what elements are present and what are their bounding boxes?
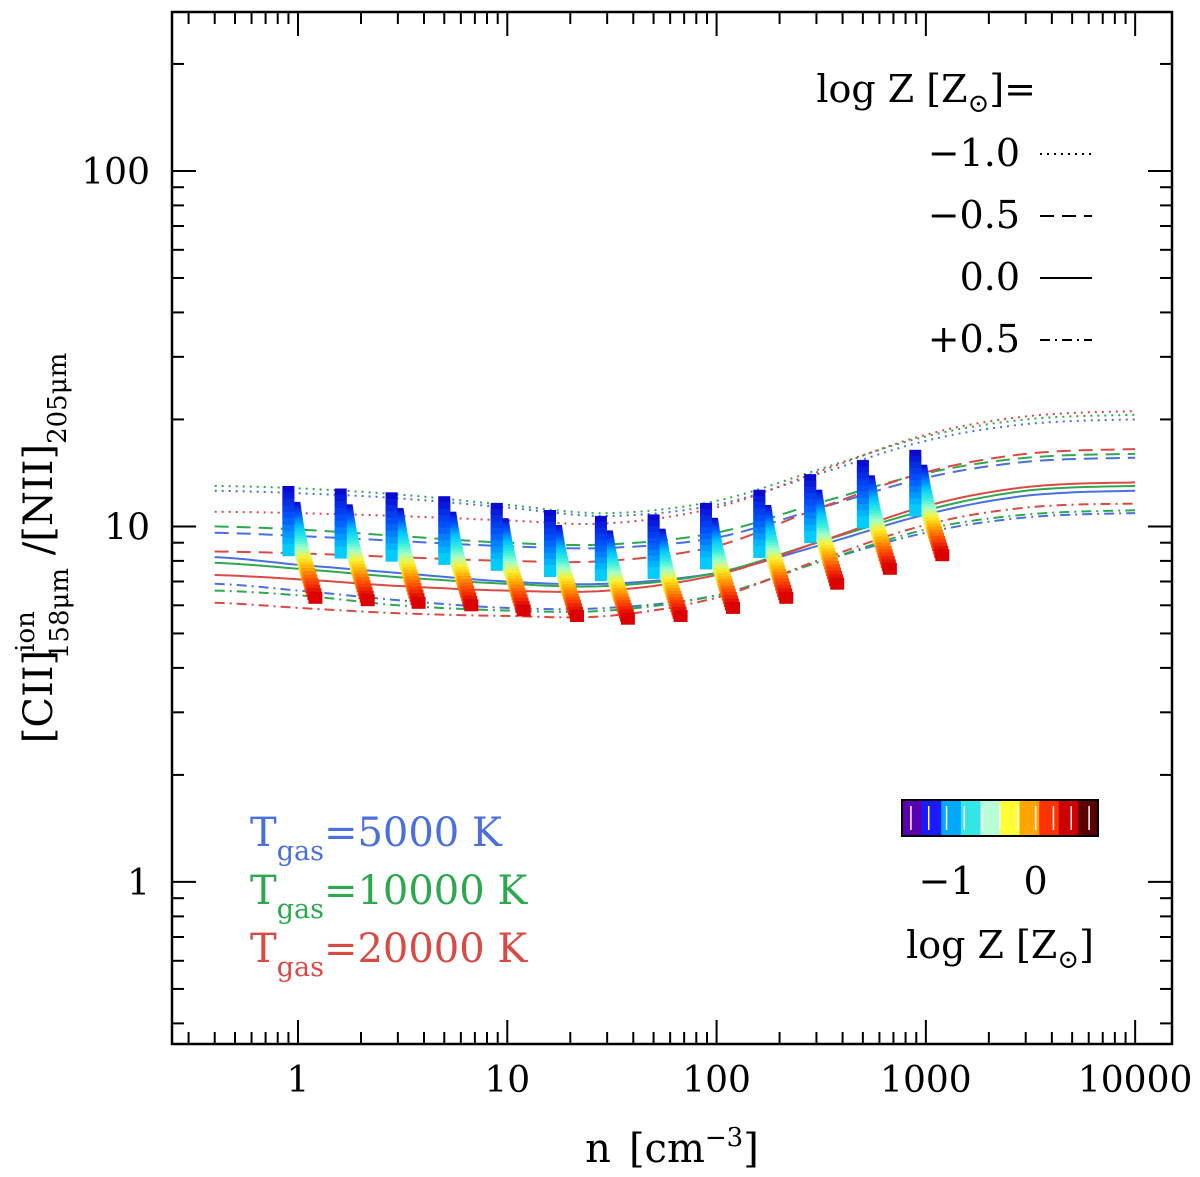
marker-point: [464, 599, 479, 612]
colorbar-cell: [1058, 800, 1079, 836]
x-tick-label: 1: [287, 1060, 310, 1101]
marker-point: [544, 565, 556, 577]
marker-point: [700, 557, 712, 570]
marker-point: [308, 591, 323, 604]
marker-point: [282, 544, 295, 557]
marker-point: [804, 531, 817, 544]
x-tick-label: 1000: [880, 1060, 972, 1101]
temperature-legend-entry: Tgas=10000 K: [250, 868, 528, 925]
marker-group-2: [334, 488, 375, 607]
marker-group-8: [647, 514, 688, 622]
marker-point: [385, 505, 398, 518]
marker-group-4: [438, 496, 479, 612]
colorbar-cell: [980, 800, 1001, 836]
temperature-legend-entry: Tgas=5000 K: [250, 810, 503, 867]
line-legend-label: −1.0: [928, 131, 1020, 175]
marker-point: [334, 546, 347, 559]
marker-groups: [282, 449, 950, 625]
axes: 1 10 100 1000 10000 1 10 100: [81, 10, 1192, 1101]
curve-dotted-t10000: [214, 413, 1136, 515]
marker-group-7: [594, 515, 635, 625]
y-tick-label: 10: [104, 507, 150, 548]
metallicity-colorbar: −1 0 log Z [Z⊙]: [901, 799, 1099, 975]
marker-point: [490, 558, 503, 571]
colorbar-cell: [921, 800, 942, 836]
line-legend-label: +0.5: [928, 317, 1020, 361]
marker-point: [673, 610, 688, 622]
marker-point: [935, 549, 950, 562]
marker-group-9: [700, 502, 740, 614]
colorbar-tick-label: −1: [919, 859, 975, 903]
colorbar-cell: [902, 800, 923, 836]
marker-point: [909, 504, 922, 517]
colorbar-tick-label: 0: [1024, 859, 1048, 903]
colorbar-cell: [960, 800, 981, 836]
marker-point: [856, 516, 869, 529]
y-tick-label: 1: [127, 863, 150, 904]
line-legend-label: −0.5: [928, 193, 1020, 237]
x-tick-label: 100: [682, 1060, 751, 1101]
marker-point: [438, 552, 451, 565]
marker-group-1: [282, 486, 323, 604]
marker-point: [726, 601, 740, 614]
colorbar-cell: [1000, 800, 1021, 836]
x-axis-title: n [cm−3]: [585, 1123, 759, 1172]
marker-point: [882, 562, 897, 575]
marker-point: [753, 545, 766, 558]
y-axis-title: [CII]ion 158μm /[NII]205μm: [11, 353, 75, 744]
marker-point: [411, 596, 426, 609]
marker-point: [830, 577, 845, 590]
colorbar-frame: [901, 799, 1099, 837]
marker-point: [516, 604, 531, 617]
colorbar-cell: [941, 800, 962, 836]
line-legend-label: 0.0: [960, 255, 1020, 299]
marker-point: [779, 591, 794, 604]
marker-point: [570, 610, 584, 622]
marker-point: [360, 594, 375, 607]
marker-group-13: [909, 449, 950, 562]
curve-dashed-t5000: [214, 456, 1136, 550]
marker-group-12: [856, 459, 897, 575]
marker-point: [594, 569, 607, 582]
x-tick-label: 10000: [1078, 1060, 1193, 1101]
marker-group-11: [804, 474, 845, 590]
marker-point: [620, 612, 635, 625]
y-tick-label: 100: [81, 152, 150, 193]
line-legend-title: log Z [Z⊙]=: [816, 67, 1036, 119]
marker-group-5: [490, 502, 531, 617]
curve-dashed-t10000: [214, 452, 1136, 547]
x-tick-label: 10: [484, 1060, 530, 1101]
marker-point: [385, 549, 398, 562]
curve-dashed-t20000: [214, 448, 1136, 564]
line-style-legend: log Z [Z⊙]= −1.0 −0.5 0.0 +0.5: [816, 67, 1092, 361]
tick-marks: [172, 12, 1172, 1044]
marker-group-10: [753, 489, 794, 604]
marker-group-6: [544, 510, 584, 622]
colorbar-cell: [1019, 800, 1040, 836]
marker-point: [647, 566, 660, 579]
curve-dotted-t5000: [214, 418, 1136, 517]
colorbar-title: log Z [Z⊙]: [906, 923, 1094, 975]
marker-group-3: [385, 492, 426, 609]
colorbar-cell: [1039, 800, 1060, 836]
plot-frame: [170, 10, 1174, 1046]
temperature-legend-entry: Tgas=20000 K: [250, 926, 528, 983]
tick-labels: 1 10 100 1000 10000 1 10 100: [81, 152, 1192, 1101]
